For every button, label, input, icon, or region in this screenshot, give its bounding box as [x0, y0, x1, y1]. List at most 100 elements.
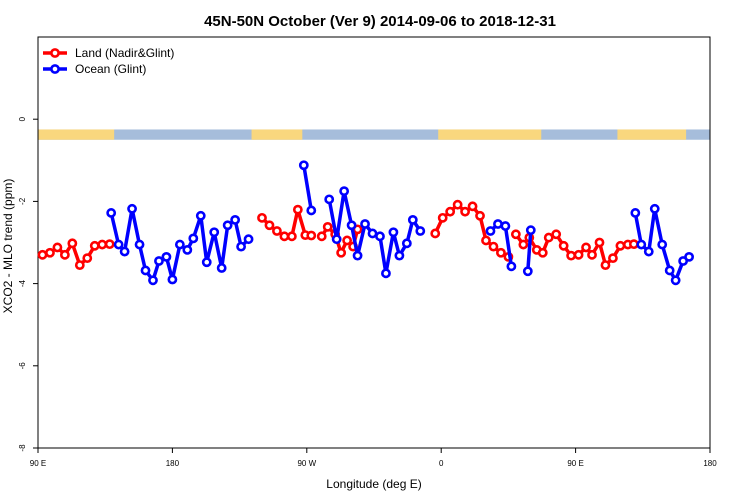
data-point	[600, 260, 611, 271]
data-point	[339, 186, 350, 197]
data-point	[481, 235, 491, 246]
data-point	[37, 249, 48, 260]
data-point	[161, 251, 172, 262]
data-point	[59, 249, 70, 260]
series-1	[106, 160, 694, 286]
data-point	[525, 225, 536, 236]
data-point	[52, 242, 63, 253]
data-point	[636, 239, 647, 250]
x-tick-label: 90 E	[30, 459, 46, 468]
data-point	[195, 210, 206, 221]
data-point	[608, 253, 618, 264]
data-point	[279, 231, 290, 242]
data-point	[543, 232, 554, 243]
data-point	[286, 231, 297, 242]
data-point	[496, 247, 506, 258]
data-point	[292, 204, 303, 215]
y-axis-label: XCO2 - MLO trend (ppm)	[1, 179, 15, 314]
x-tick-label: 0	[439, 459, 444, 468]
map-land-2	[438, 129, 542, 140]
data-point	[306, 230, 317, 241]
data-point	[670, 275, 681, 286]
data-point	[522, 266, 533, 277]
data-point	[236, 241, 246, 252]
data-point	[154, 256, 164, 266]
data-point	[324, 194, 335, 205]
data-point	[649, 203, 660, 214]
data-point	[188, 233, 199, 244]
data-point	[243, 234, 254, 245]
map-land-0	[38, 129, 115, 140]
x-axis: 90 E 180 90 W 0 90 E 180	[30, 448, 717, 468]
data-point	[216, 263, 227, 273]
data-point	[182, 244, 193, 255]
data-point	[488, 241, 499, 252]
data-point	[230, 214, 241, 225]
data-point	[209, 227, 220, 238]
map-strip	[38, 129, 710, 140]
data-point	[222, 220, 233, 231]
data-point	[127, 203, 137, 214]
x-tick-label: 180	[703, 459, 717, 468]
data-point	[558, 240, 569, 251]
plot-frame	[37, 36, 711, 449]
data-point	[551, 229, 562, 240]
data-point	[401, 238, 412, 249]
data-point	[97, 239, 108, 250]
map-land-1	[251, 129, 303, 140]
x-axis-label: Longitude (deg E)	[326, 477, 421, 491]
data-point	[106, 208, 117, 218]
data-point	[264, 220, 275, 231]
series-line	[302, 164, 314, 211]
data-point	[167, 274, 178, 285]
x-tick-label: 90 E	[567, 459, 583, 468]
data-point	[375, 231, 385, 242]
data-point	[518, 239, 529, 250]
data-point	[394, 250, 405, 261]
map-ocean	[38, 129, 710, 140]
data-point	[566, 250, 577, 261]
data-point	[257, 212, 267, 223]
legend: Land (Nadir&Glint) Ocean (Glint)	[43, 46, 174, 76]
data-point	[306, 205, 317, 216]
data-point	[594, 237, 605, 248]
data-point	[201, 257, 212, 268]
y-tick-label: -4	[18, 279, 27, 287]
data-point	[430, 228, 441, 239]
y-tick-label: 0	[18, 116, 27, 121]
data-series	[37, 160, 694, 286]
data-point	[643, 246, 654, 257]
data-point	[367, 228, 378, 239]
data-point	[381, 268, 391, 279]
data-point	[298, 160, 309, 171]
data-point	[336, 247, 347, 258]
data-point	[475, 210, 485, 221]
data-point	[581, 242, 591, 253]
data-point	[537, 247, 548, 258]
data-point	[460, 206, 470, 217]
data-point	[500, 221, 511, 231]
data-point	[89, 240, 100, 251]
x-tick-label: 180	[166, 459, 180, 468]
data-point	[174, 239, 185, 250]
data-point	[437, 212, 448, 223]
legend-label: Land (Nadir&Glint)	[75, 46, 174, 60]
data-point	[445, 206, 456, 217]
y-tick-label: -8	[18, 444, 27, 452]
data-point	[45, 247, 55, 258]
data-point	[331, 234, 342, 245]
data-point	[140, 265, 151, 276]
y-axis: 0 -2 -4 -6 -8	[18, 116, 38, 452]
data-point	[628, 239, 639, 250]
data-point	[104, 239, 115, 250]
data-point	[657, 239, 668, 250]
data-point	[148, 275, 158, 286]
data-point	[346, 220, 357, 231]
data-point	[360, 219, 370, 229]
data-point	[407, 214, 418, 225]
chart-title: 45N-50N October (Ver 9) 2014-09-06 to 20…	[204, 13, 556, 30]
legend-label: Ocean (Glint)	[75, 62, 146, 76]
legend-marker	[50, 48, 60, 58]
data-point	[322, 221, 333, 232]
data-point	[573, 249, 584, 260]
